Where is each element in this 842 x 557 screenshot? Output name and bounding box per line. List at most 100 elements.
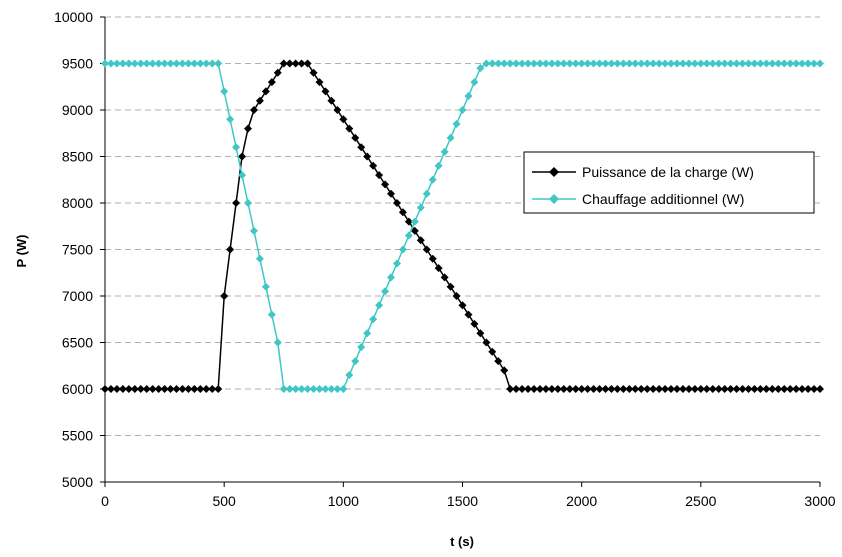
data-point-1-109 [750,59,759,68]
data-point-0-19 [214,385,223,393]
data-point-0-3 [118,385,127,393]
data-point-1-29 [273,338,282,347]
data-point-1-7 [142,59,151,68]
data-point-0-68 [506,385,515,393]
data-point-1-74 [541,59,550,68]
data-point-0-35 [309,68,318,77]
data-point-0-25 [249,106,258,114]
data-point-0-57 [440,273,449,282]
data-point-1-6 [136,59,145,68]
data-point-0-22 [232,199,241,207]
data-point-0-66 [494,357,503,366]
data-point-1-30 [279,385,288,393]
data-point-0-47 [381,180,390,189]
data-point-1-58 [446,133,455,142]
data-point-0-39 [333,106,342,114]
data-point-0-2 [112,385,121,393]
legend-label-load: Puissance de la charge (W) [582,164,754,180]
data-point-0-89 [631,385,640,393]
data-point-0-93 [655,385,664,393]
series-1 [101,59,824,393]
data-point-0-13 [178,385,187,393]
data-point-0-108 [744,385,753,393]
data-point-1-115 [786,59,795,68]
data-point-1-0 [101,59,109,68]
data-point-1-111 [762,59,771,68]
data-point-0-24 [244,124,252,133]
data-point-1-89 [631,59,640,68]
data-point-0-64 [482,338,491,347]
data-point-0-113 [774,385,783,393]
data-point-1-36 [315,385,324,393]
data-point-0-40 [339,115,348,124]
data-point-0-70 [518,385,527,393]
data-point-0-96 [673,385,681,393]
data-point-0-18 [208,385,217,393]
data-point-1-78 [565,59,574,68]
data-point-0-20 [220,292,229,300]
data-point-1-65 [488,59,497,68]
data-point-0-72 [530,385,538,393]
data-point-0-33 [297,59,306,68]
data-point-0-114 [780,385,789,393]
data-point-0-41 [345,124,354,133]
data-point-0-0 [101,385,109,393]
data-point-1-59 [452,119,461,128]
data-point-1-117 [798,59,807,68]
tick-labels: 5000550060006500700075008000850090009500… [54,9,836,509]
data-point-0-94 [661,385,670,393]
y-tick-label-7000: 7000 [62,288,93,304]
data-point-0-34 [303,59,312,68]
data-point-1-75 [547,59,556,68]
data-point-1-106 [732,59,741,68]
data-point-1-39 [333,385,342,393]
data-point-1-100 [696,59,705,68]
data-point-1-23 [238,171,247,180]
data-point-1-86 [613,59,622,68]
y-tick-label-9500: 9500 [62,56,93,72]
axes [100,16,821,487]
data-point-0-11 [166,385,175,393]
data-point-1-24 [244,199,252,207]
x-tick-label-1000: 1000 [328,493,359,509]
data-point-0-78 [565,385,574,393]
data-point-1-108 [744,59,753,68]
data-point-0-109 [750,385,759,393]
data-point-0-38 [327,96,336,105]
data-point-1-88 [625,59,634,68]
data-point-1-42 [351,357,360,366]
data-point-1-13 [178,59,187,68]
data-point-1-8 [148,59,157,68]
data-point-1-66 [494,59,503,68]
data-point-1-50 [398,245,407,254]
data-point-0-97 [678,385,687,393]
data-point-0-6 [136,385,145,393]
data-point-1-99 [690,59,699,68]
data-point-0-49 [392,199,401,207]
data-point-0-95 [667,385,676,393]
data-point-1-119 [810,59,819,68]
data-point-1-84 [601,59,610,68]
data-point-0-9 [154,385,163,393]
data-point-1-44 [363,329,372,338]
data-point-0-86 [613,385,622,393]
data-point-1-11 [166,59,175,68]
data-point-0-54 [422,245,431,254]
data-point-1-21 [226,115,235,124]
data-point-1-9 [154,59,163,68]
data-point-1-77 [559,59,568,68]
data-point-0-65 [488,347,497,356]
data-point-1-85 [607,59,616,68]
x-axis-title: t (s) [450,534,474,549]
data-point-0-15 [190,385,199,393]
data-point-1-101 [702,59,711,68]
data-point-1-79 [571,59,580,68]
legend-label-heating: Chauffage additionnel (W) [582,191,744,207]
data-point-1-33 [297,385,306,393]
data-point-0-91 [643,385,652,393]
data-point-0-79 [571,385,580,393]
y-tick-label-6500: 6500 [62,335,93,351]
data-point-0-48 [387,189,395,198]
data-point-1-94 [661,59,670,68]
